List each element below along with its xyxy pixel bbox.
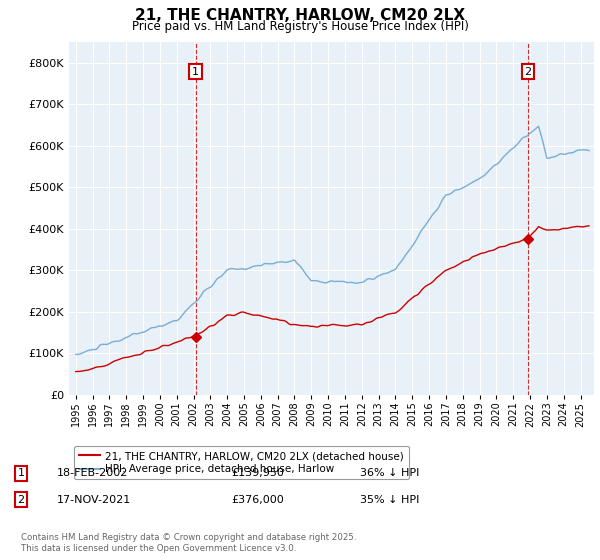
Text: £139,950: £139,950 bbox=[231, 468, 284, 478]
Text: Contains HM Land Registry data © Crown copyright and database right 2025.
This d: Contains HM Land Registry data © Crown c… bbox=[21, 533, 356, 553]
Text: 2: 2 bbox=[524, 67, 532, 77]
Text: 1: 1 bbox=[192, 67, 199, 77]
Text: 17-NOV-2021: 17-NOV-2021 bbox=[57, 494, 131, 505]
Text: Price paid vs. HM Land Registry's House Price Index (HPI): Price paid vs. HM Land Registry's House … bbox=[131, 20, 469, 33]
Text: 1: 1 bbox=[17, 468, 25, 478]
Text: 21, THE CHANTRY, HARLOW, CM20 2LX: 21, THE CHANTRY, HARLOW, CM20 2LX bbox=[135, 8, 465, 24]
Text: 2: 2 bbox=[17, 494, 25, 505]
Text: 35% ↓ HPI: 35% ↓ HPI bbox=[360, 494, 419, 505]
Text: 36% ↓ HPI: 36% ↓ HPI bbox=[360, 468, 419, 478]
Text: £376,000: £376,000 bbox=[231, 494, 284, 505]
Legend: 21, THE CHANTRY, HARLOW, CM20 2LX (detached house), HPI: Average price, detached: 21, THE CHANTRY, HARLOW, CM20 2LX (detac… bbox=[74, 446, 409, 479]
Text: 18-FEB-2002: 18-FEB-2002 bbox=[57, 468, 128, 478]
